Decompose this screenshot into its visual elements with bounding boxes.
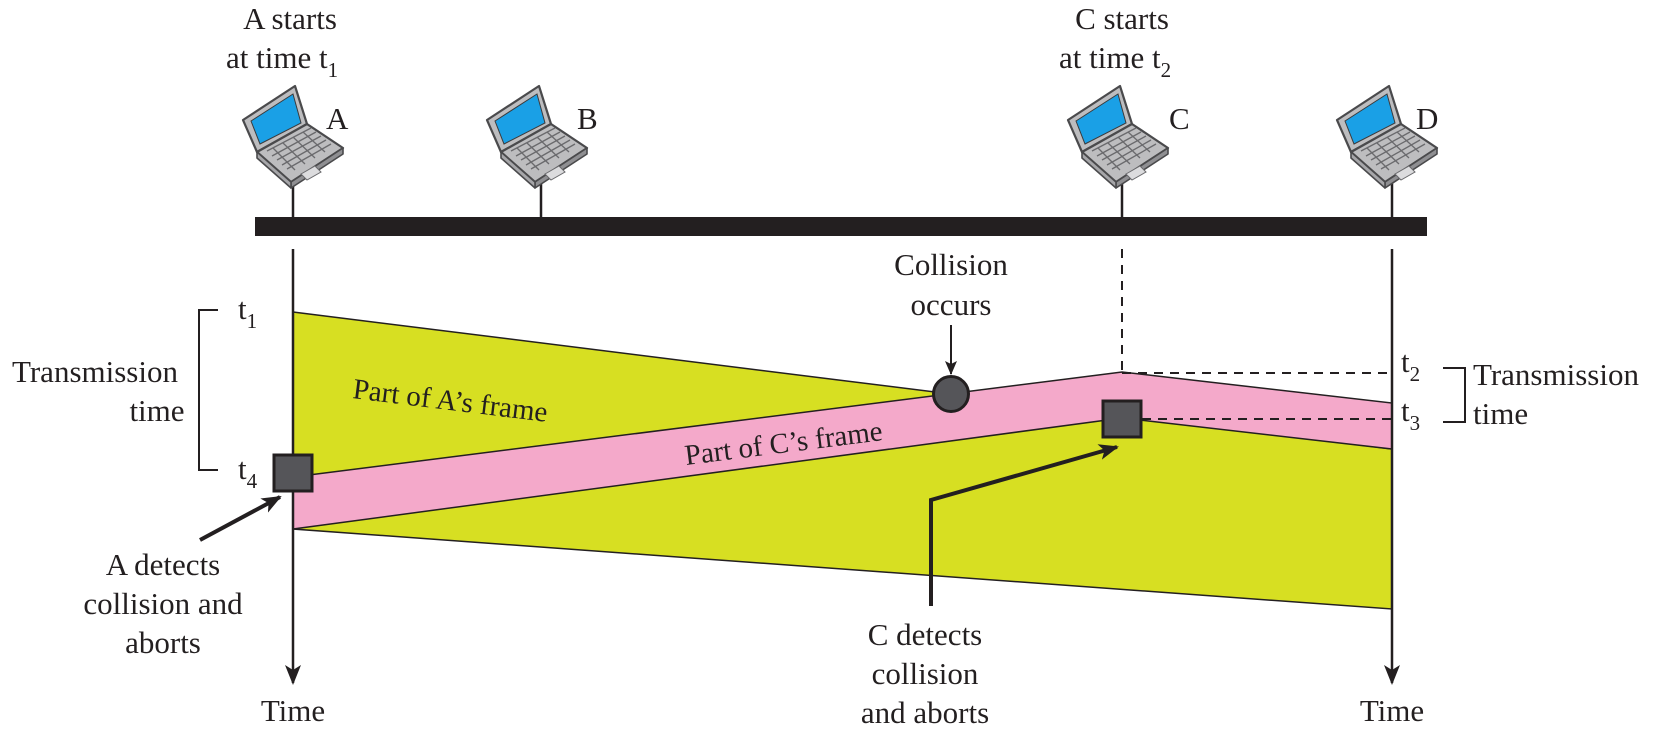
time-label-left: Time bbox=[261, 693, 325, 728]
svg-text:C detects: C detects bbox=[868, 617, 983, 652]
station-label-d: D bbox=[1416, 101, 1438, 136]
svg-text:and aborts: and aborts bbox=[861, 695, 989, 730]
a-detects-arrow bbox=[199, 495, 282, 542]
time-label-right: Time bbox=[1360, 693, 1424, 728]
tick-t1: t1 bbox=[238, 291, 257, 333]
c-detects-arrow bbox=[929, 444, 1119, 606]
station-label-a: A bbox=[326, 101, 349, 136]
svg-text:at time t1: at time t1 bbox=[226, 40, 338, 82]
right-bracket bbox=[1443, 367, 1466, 423]
svg-text:occurs: occurs bbox=[911, 287, 992, 322]
svg-text:at time t2: at time t2 bbox=[1059, 40, 1171, 82]
c-detects-caption: C detects collision and aborts bbox=[861, 617, 989, 730]
left-bracket bbox=[198, 309, 218, 471]
svg-text:collision: collision bbox=[872, 656, 979, 691]
c-start-caption: C starts at time t2 bbox=[1059, 1, 1171, 82]
tick-t2: t2 bbox=[1401, 344, 1420, 386]
transmission-time-left: Transmission time bbox=[12, 354, 185, 428]
a-start-caption: A starts at time t1 bbox=[226, 1, 338, 82]
tick-t3: t3 bbox=[1401, 393, 1420, 435]
station-label-b: B bbox=[577, 101, 598, 136]
svg-text:A starts: A starts bbox=[243, 1, 337, 36]
transmission-time-right: Transmission time bbox=[1473, 357, 1639, 431]
a-detects-caption: A detects collision and aborts bbox=[83, 547, 243, 660]
svg-text:collision and: collision and bbox=[83, 586, 243, 621]
svg-text:Transmission: Transmission bbox=[1473, 357, 1639, 392]
svg-text:Transmission: Transmission bbox=[12, 354, 178, 389]
laptop-icon bbox=[1066, 84, 1170, 190]
collision-caption: Collision occurs bbox=[894, 247, 1008, 322]
svg-text:Collision: Collision bbox=[894, 247, 1008, 282]
laptop-icon bbox=[485, 84, 589, 190]
svg-text:aborts: aborts bbox=[125, 625, 201, 660]
svg-text:C starts: C starts bbox=[1075, 1, 1169, 36]
svg-text:time: time bbox=[129, 393, 184, 428]
shared-bus bbox=[255, 217, 1427, 236]
a-detection-marker bbox=[272, 453, 314, 493]
svg-text:A detects: A detects bbox=[106, 547, 221, 582]
station-label-c: C bbox=[1169, 101, 1190, 136]
svg-text:time: time bbox=[1473, 396, 1528, 431]
collision-point bbox=[932, 375, 970, 413]
tick-t4: t4 bbox=[238, 451, 258, 493]
c-detection-marker bbox=[1101, 399, 1143, 439]
